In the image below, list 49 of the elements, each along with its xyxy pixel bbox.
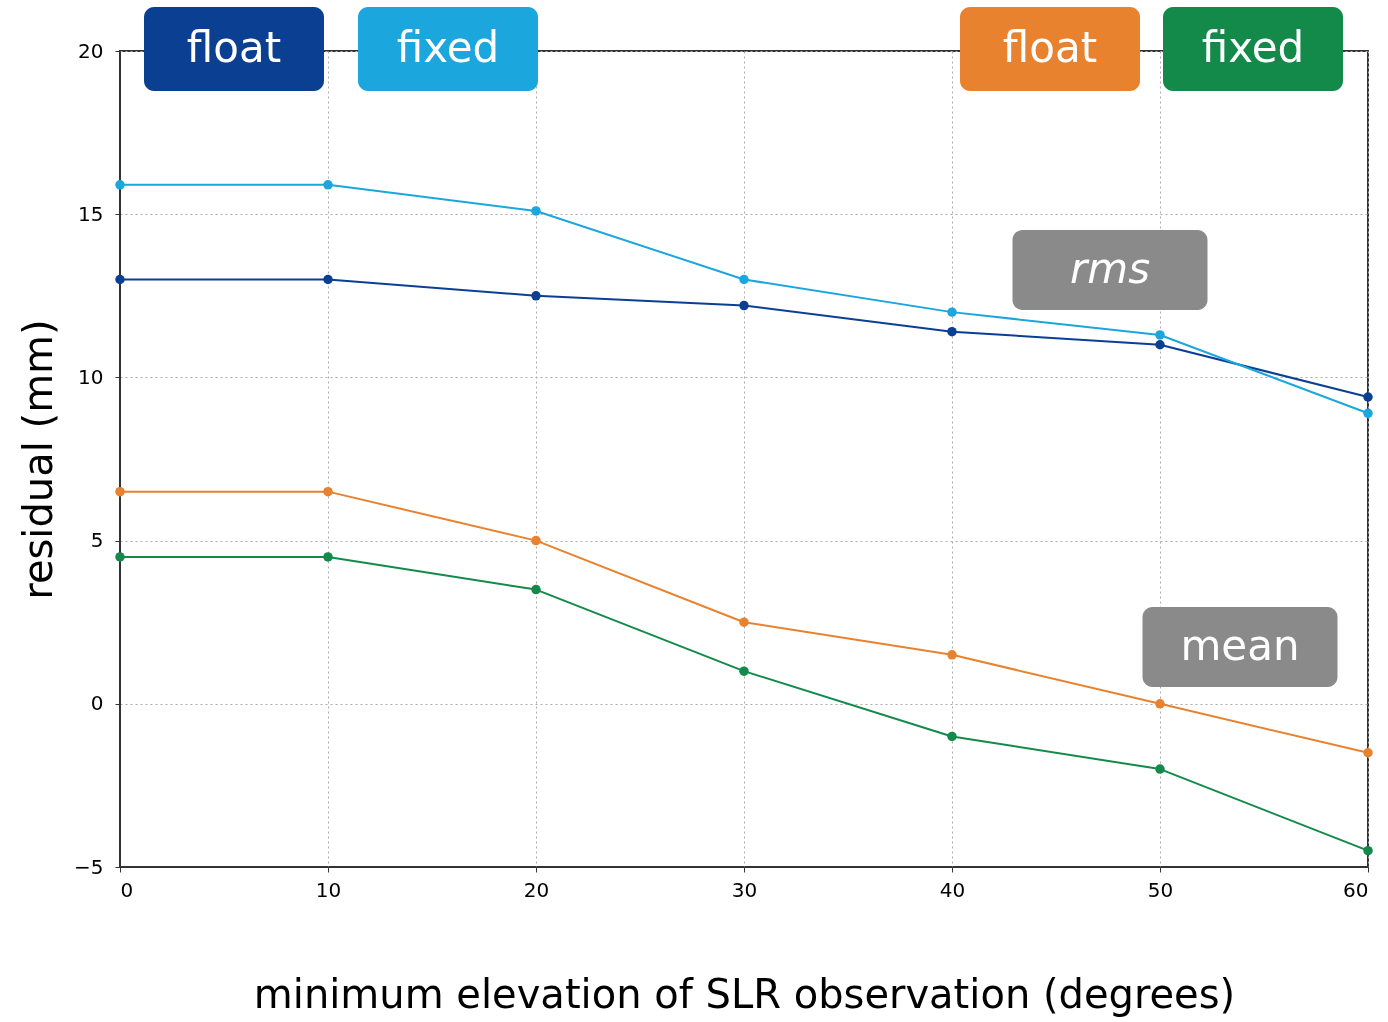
point xyxy=(947,731,957,742)
point xyxy=(1155,699,1165,709)
y-tick-label: −5 xyxy=(74,854,104,879)
point xyxy=(531,291,541,301)
point xyxy=(1155,764,1165,774)
x-tick-label: 50 xyxy=(1147,877,1174,902)
point xyxy=(115,274,125,285)
y-tick-label: 20 xyxy=(78,38,104,63)
point xyxy=(323,552,333,562)
x-tick-label: 20 xyxy=(523,877,550,902)
point xyxy=(1363,845,1373,856)
y-tick-label: 15 xyxy=(78,201,104,226)
point xyxy=(531,535,541,546)
point xyxy=(739,666,749,676)
point xyxy=(1155,330,1165,340)
text: float xyxy=(186,23,282,72)
annotation: mean xyxy=(1180,621,1300,670)
point xyxy=(531,206,541,216)
y-axis-title: residual (mm) xyxy=(15,319,62,600)
y-tick-label: 10 xyxy=(78,364,104,389)
point xyxy=(1155,340,1165,350)
x-axis-title: minimum elevation of SLR observation (degrees) xyxy=(253,970,1236,1017)
point xyxy=(323,486,333,497)
x-tick-label: 30 xyxy=(731,877,758,902)
point xyxy=(947,326,957,337)
point xyxy=(1363,748,1373,758)
point xyxy=(739,274,749,285)
point xyxy=(947,307,957,317)
annotation: rms xyxy=(1069,244,1151,293)
point xyxy=(1363,392,1373,402)
point xyxy=(739,300,749,311)
x-tick-label: 40 xyxy=(939,877,966,902)
point xyxy=(947,650,957,660)
point xyxy=(1363,408,1373,419)
point xyxy=(115,486,125,497)
y-tick-label: 5 xyxy=(90,528,104,553)
point xyxy=(323,274,333,285)
text: fixed xyxy=(1201,23,1305,72)
y-tick-label: 0 xyxy=(90,691,104,716)
point xyxy=(115,180,125,190)
point xyxy=(739,617,749,627)
x-tick-label: 0 xyxy=(120,877,134,902)
text: float xyxy=(1002,23,1098,72)
point xyxy=(115,552,125,562)
point xyxy=(323,180,333,190)
point xyxy=(531,584,541,595)
x-tick-label: 60 xyxy=(1343,877,1369,902)
x-tick-label: 10 xyxy=(315,877,342,902)
text: fixed xyxy=(396,23,500,72)
